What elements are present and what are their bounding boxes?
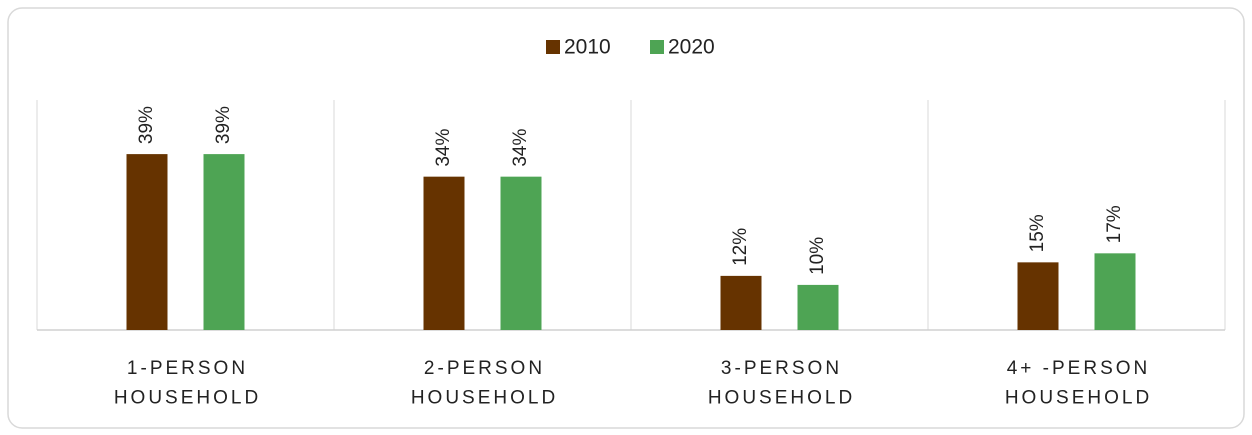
bar [1094, 253, 1136, 330]
legend-swatch [650, 40, 664, 54]
data-label: 39% [136, 106, 157, 144]
data-label: 17% [1104, 205, 1125, 243]
x-tick-label: 2-PERSON HOUSEHOLD [411, 358, 558, 408]
data-label: 39% [213, 106, 234, 144]
x-tick-label: 3-PERSON HOUSEHOLD [708, 358, 855, 408]
chart-frame [7, 7, 1245, 429]
legend-swatch [546, 40, 560, 54]
bar [720, 275, 762, 330]
legend-label: 2010 [564, 36, 611, 59]
bar [797, 284, 839, 330]
data-label: 34% [433, 129, 454, 167]
bar [1017, 262, 1059, 330]
data-label: 12% [730, 228, 751, 266]
x-tick-label: 4+ -PERSON HOUSEHOLD [1005, 358, 1152, 408]
bar [126, 154, 168, 330]
data-label: 34% [510, 129, 531, 167]
data-label: 10% [807, 237, 828, 275]
x-tick-label: 1-PERSON HOUSEHOLD [114, 358, 261, 408]
data-label: 15% [1027, 214, 1048, 252]
bar [500, 176, 542, 330]
bar [203, 154, 245, 330]
bar [423, 176, 465, 330]
legend-label: 2020 [668, 36, 715, 59]
